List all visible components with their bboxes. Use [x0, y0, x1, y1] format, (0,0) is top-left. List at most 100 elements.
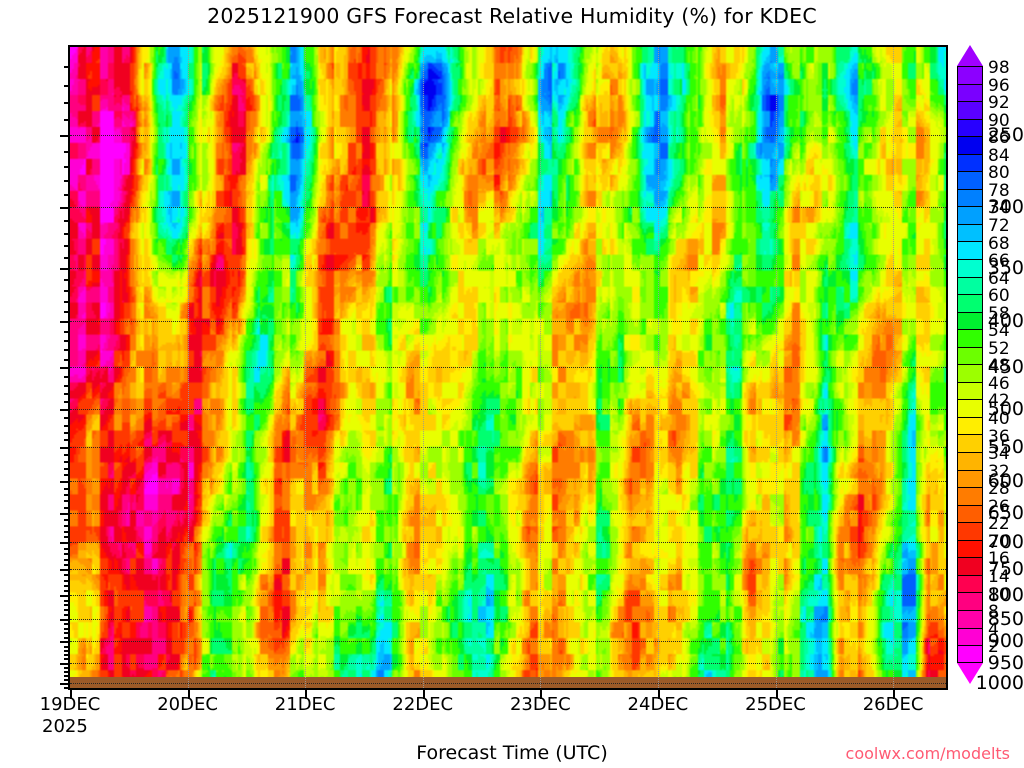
x-axis-tick-label: 25DEC [745, 694, 806, 715]
y-axis-minor-tick [64, 439, 68, 442]
y-axis-minor-tick [64, 384, 68, 387]
colorbar-tick-label: 10 [988, 584, 1010, 605]
x-axis-tick-label: 21DEC [274, 694, 336, 715]
y-axis-minor-tick [64, 666, 68, 669]
colorbar-tick-label: 92 [988, 93, 1010, 114]
colorbar-segment [957, 136, 983, 154]
y-axis-minor-tick [64, 300, 68, 303]
y-axis-tick-label: 350 [987, 257, 1024, 280]
y-axis-minor-tick [64, 512, 68, 515]
gridline-horizontal [70, 409, 946, 411]
gridline-vertical [422, 47, 424, 688]
x-axis-tick-label: 19DEC [39, 694, 101, 715]
y-axis-minor-tick [64, 460, 68, 463]
y-axis-minor-tick [64, 165, 68, 168]
gridline-horizontal [70, 367, 946, 369]
y-axis-minor-tick [64, 506, 68, 509]
gridline-horizontal [70, 662, 946, 664]
colorbar-tick-label: 90 [988, 110, 1010, 131]
y-axis-minor-tick [64, 618, 68, 621]
y-axis-minor-tick [64, 376, 68, 379]
colorbar-tick-label: 40 [988, 409, 1010, 429]
colorbar-segment [957, 311, 983, 330]
colorbar-segment [957, 627, 983, 646]
colorbar-segment [957, 399, 983, 417]
y-axis-minor-tick [64, 193, 68, 196]
colorbar-segment [957, 118, 983, 137]
y-axis-minor-tick [64, 409, 68, 412]
y-axis-minor-tick [64, 349, 68, 352]
y-axis-minor-tick [64, 654, 68, 657]
colorbar-tick-label: 58 [988, 303, 1010, 324]
colorbar-segments [957, 66, 983, 663]
terrain-mask [70, 676, 946, 688]
colorbar-tick-label: 68 [988, 233, 1010, 254]
colorbar-tick-label: 52 [988, 338, 1010, 359]
y-axis-minor-tick [64, 220, 68, 223]
x-axis-tick [893, 690, 896, 699]
colorbar-segment [957, 452, 983, 470]
y-axis-tick-label: 400 [987, 309, 1024, 332]
colorbar-segment [957, 329, 983, 347]
colorbar-tick-label: 2 [988, 637, 999, 658]
y-axis-tick-label: 850 [987, 607, 1024, 630]
colorbar-segment [957, 188, 983, 207]
y-axis-minor-tick [64, 494, 68, 497]
colorbar-tick-label: 86 [988, 128, 1010, 149]
colorbar-segment [957, 434, 983, 453]
x-axis-tick-label: 22DEC [392, 694, 454, 715]
y-axis-minor-tick [64, 474, 68, 477]
x-axis-tick [70, 690, 72, 699]
y-axis-minor-tick [64, 609, 68, 612]
y-axis-minor-tick [64, 244, 68, 247]
colorbar-segment [957, 171, 983, 189]
colorbar-tick-label: 14 [988, 566, 1010, 587]
colorbar-tick-label: 74 [988, 198, 1010, 219]
colorbar-segment [957, 504, 983, 523]
credit-link[interactable]: coolwx.com/modelts [845, 744, 1010, 763]
colorbar-tick-label: 32 [988, 461, 1010, 482]
y-axis-minor-tick [64, 290, 68, 293]
x-axis-year: 2025 [42, 716, 88, 737]
plot-area [68, 45, 948, 690]
y-axis-minor-tick [64, 102, 68, 105]
y-axis-tick-label: 900 [987, 630, 1024, 653]
colorbar-segment [957, 346, 983, 365]
colorbar-tick-label: 78 [988, 180, 1010, 201]
x-axis-tick-label: 26DEC [862, 694, 924, 715]
y-axis-minor-tick [64, 150, 68, 153]
gridline-horizontal [70, 268, 946, 270]
y-axis-minor-tick [64, 682, 68, 685]
colorbar-tick-label: 46 [988, 373, 1010, 394]
y-axis-minor-tick [64, 632, 68, 635]
y-axis-minor-tick [64, 481, 68, 484]
y-axis-minor-tick [64, 558, 68, 561]
colorbar-segment [957, 469, 983, 488]
y-axis-minor-tick [64, 553, 68, 556]
colorbar-segment [957, 609, 983, 628]
colorbar-tick-label: 20 [988, 531, 1010, 552]
x-axis-tick-label: 24DEC [627, 694, 689, 715]
colorbar-segment [957, 592, 983, 610]
y-axis-tick-label: 300 [987, 196, 1024, 219]
gridline-vertical [540, 47, 542, 688]
colorbar-bottom-arrow-icon [957, 662, 983, 684]
y-axis-minor-tick [64, 340, 68, 343]
y-axis-minor-tick [64, 310, 68, 313]
colorbar-segment [957, 206, 983, 224]
y-axis-tick-label: 600 [987, 470, 1024, 493]
y-axis-minor-tick [64, 547, 68, 550]
y-axis-minor-tick [64, 518, 68, 521]
y-axis-tick-label: 800 [987, 583, 1024, 606]
colorbar-tick-label: 60 [988, 286, 1010, 307]
colorbar-tick-label: 72 [988, 215, 1010, 236]
colorbar-tick-label: 98 [988, 58, 1010, 78]
y-axis-minor-tick [64, 574, 68, 577]
y-axis-minor-tick [64, 649, 68, 652]
colorbar-segment [957, 487, 983, 505]
y-axis-minor-tick [64, 670, 68, 673]
x-axis-tick [187, 690, 190, 699]
y-axis-minor-tick [64, 569, 68, 572]
y-axis-tick-label: 250 [987, 124, 1024, 147]
y-axis-tick-label: 1000 [975, 671, 1024, 694]
